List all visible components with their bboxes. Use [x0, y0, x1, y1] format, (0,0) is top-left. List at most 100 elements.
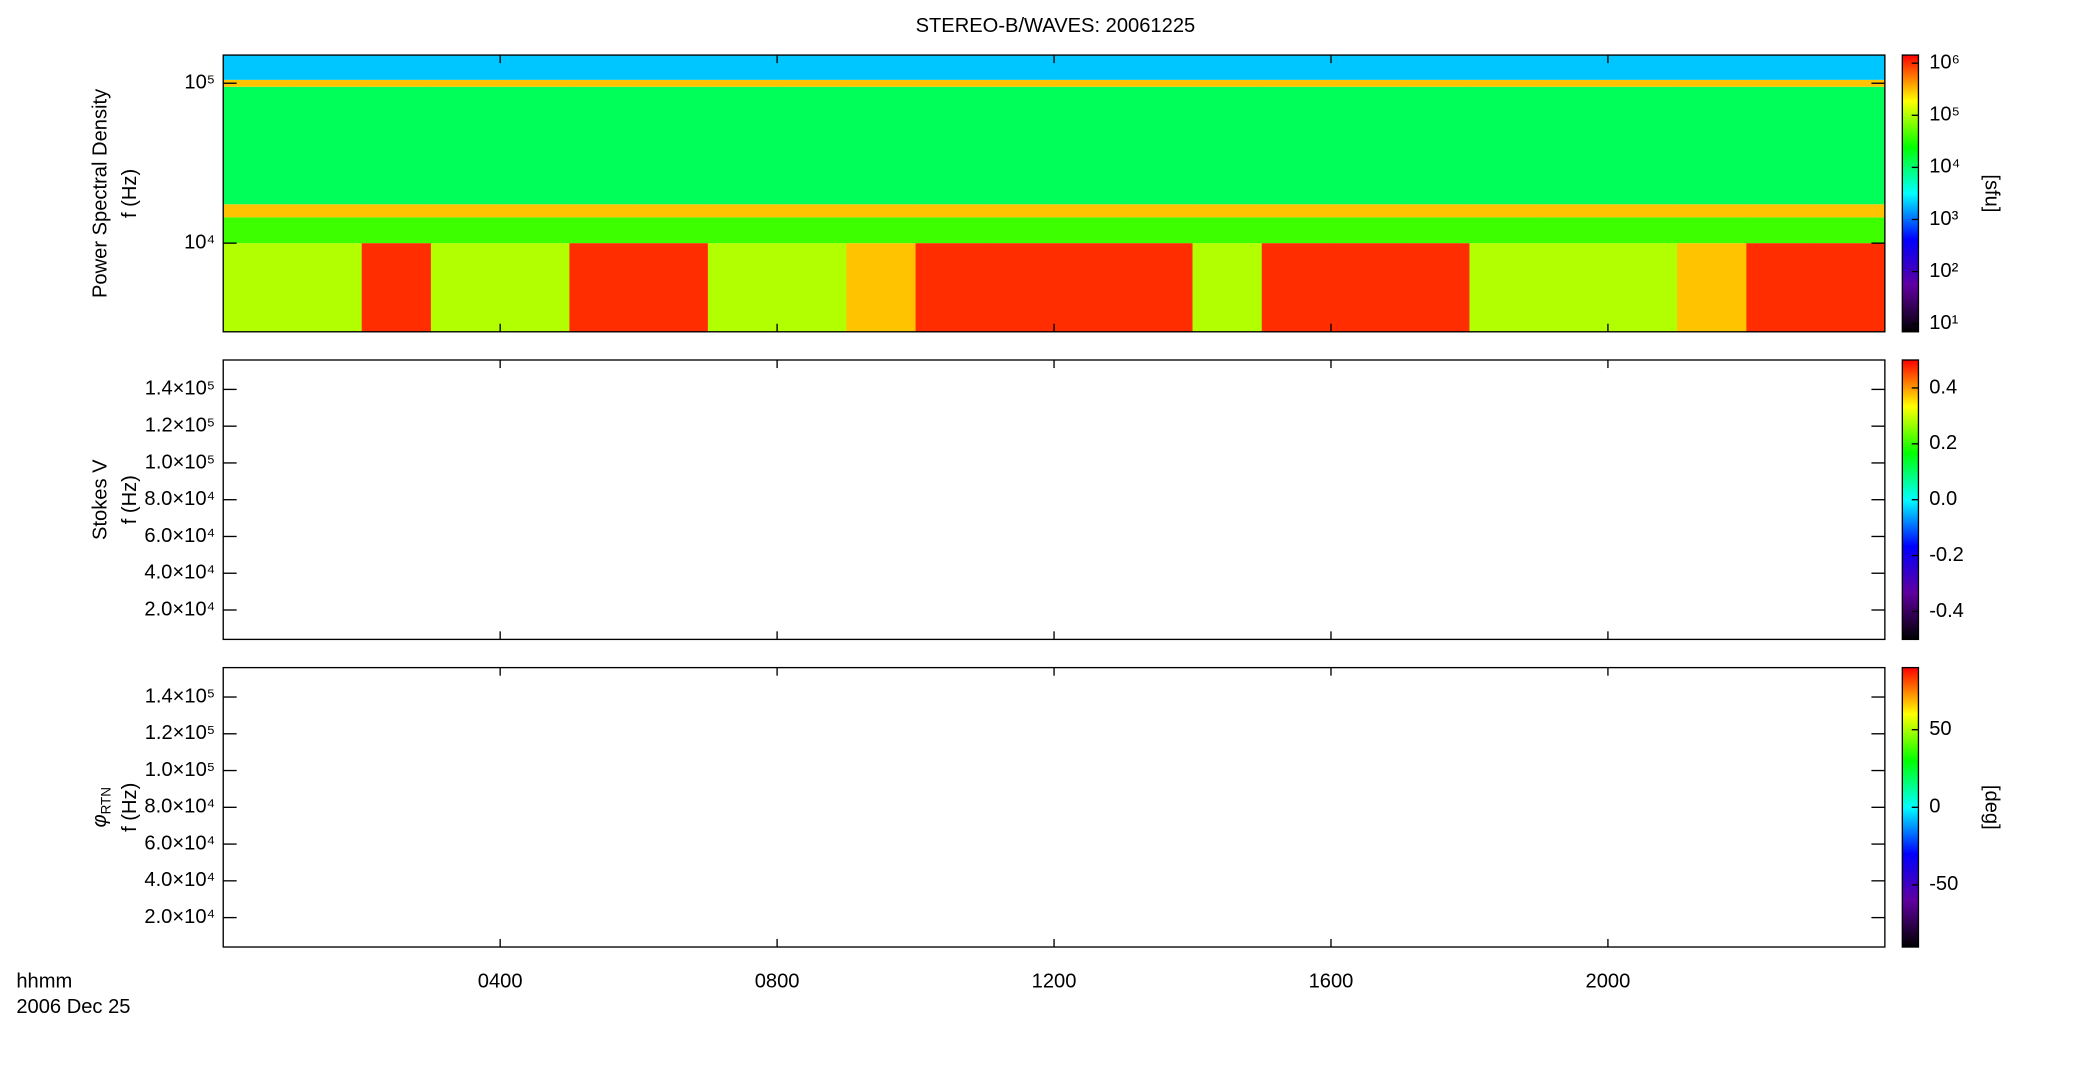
heatmap-cell — [1746, 204, 1817, 218]
heatmap-cell — [1261, 243, 1332, 332]
y-tick-label: 1.2×10⁵ — [145, 722, 215, 744]
heatmap-cell — [1054, 243, 1124, 332]
heatmap-cell — [1123, 86, 1193, 205]
heatmap-cell — [777, 217, 847, 244]
heatmap-cell — [1054, 55, 1124, 80]
heatmap-cell — [638, 243, 709, 332]
heatmap-cell — [1746, 243, 1817, 332]
colorbar-tick-label: 0.4 — [1929, 376, 1957, 398]
heatmap-cell — [1815, 204, 1886, 218]
y-tick-label: 2.0×10⁴ — [144, 598, 215, 620]
heatmap-cell — [1330, 217, 1401, 244]
heatmap-cell — [984, 86, 1055, 205]
y-tick-label: 2.0×10⁴ — [144, 906, 215, 928]
heatmap-cell — [1469, 79, 1540, 87]
heatmap-cell — [1607, 55, 1678, 80]
colorbar-tick-label: 50 — [1929, 718, 1951, 740]
colorbar-tick-label: 10¹ — [1929, 312, 1958, 334]
heatmap-cell — [1123, 79, 1193, 87]
x-tick-label: 0400 — [478, 970, 523, 992]
heatmap-cell — [1400, 55, 1470, 80]
heatmap-cell — [1054, 204, 1124, 218]
heatmap-cell — [1261, 79, 1332, 87]
colorbar-label: [sfu] — [1981, 174, 2003, 212]
colorbar-tick-label: 10⁵ — [1929, 104, 1960, 126]
heatmap-cell — [292, 79, 363, 87]
heatmap-cell — [638, 217, 709, 244]
heatmap-cell — [707, 55, 778, 80]
x-tick-label: 0800 — [755, 970, 800, 992]
heatmap-cell — [223, 204, 293, 218]
heatmap-cell — [361, 217, 432, 244]
heatmap-cell — [1123, 243, 1193, 332]
heatmap-cell — [1538, 243, 1609, 332]
heatmap-cell — [1400, 79, 1470, 87]
heatmap-cell — [1607, 204, 1678, 218]
colorbar-tick-label: 10³ — [1929, 208, 1958, 230]
y-axis-subscript: RTN — [98, 787, 113, 814]
heatmap-cell — [223, 86, 293, 205]
heatmap-cell — [777, 243, 847, 332]
y-tick-label: 1.4×10⁵ — [145, 378, 215, 400]
heatmap-cell — [915, 86, 986, 205]
colorbar-tick-label: 0.2 — [1929, 432, 1957, 454]
heatmap-cell — [915, 243, 986, 332]
heatmap-cell — [430, 79, 501, 87]
heatmap-cell — [1538, 55, 1609, 80]
heatmap-cell — [500, 204, 570, 218]
plot-frame — [222, 666, 1886, 948]
heatmap-cell — [638, 86, 709, 205]
y-tick-label: 4.0×10⁴ — [144, 562, 215, 584]
heatmap-cell — [638, 204, 709, 218]
heatmap-cell — [1192, 86, 1263, 205]
heatmap-cell — [1677, 217, 1747, 244]
heatmap-cell — [569, 79, 640, 87]
heatmap-cell — [500, 217, 570, 244]
heatmap-cell — [500, 86, 570, 205]
y-axis-label: f (Hz) — [119, 169, 141, 218]
heatmap-cell — [1330, 86, 1401, 205]
heatmap-cell — [430, 204, 501, 218]
heatmap-cell — [1261, 217, 1332, 244]
heatmap-cell — [638, 79, 709, 87]
heatmap-cell — [1746, 55, 1817, 80]
heatmap-cell — [1469, 204, 1540, 218]
heatmap-cell — [846, 55, 916, 80]
plot-frame — [222, 359, 1886, 641]
y-axis-label: φRTN — [89, 787, 113, 827]
x-axis-label: 2006 Dec 25 — [16, 996, 130, 1018]
heatmap-cell — [1123, 204, 1193, 218]
y-tick-label: 8.0×10⁴ — [144, 488, 215, 510]
heatmap-cell — [223, 243, 293, 332]
heatmap-cell — [292, 86, 363, 205]
y-tick-label: 8.0×10⁴ — [144, 796, 215, 818]
heatmap-cell — [777, 204, 847, 218]
heatmap-cell — [984, 55, 1055, 80]
heatmap-cell — [500, 55, 570, 80]
heatmap-cell — [1746, 217, 1817, 244]
heatmap-cell — [1261, 204, 1332, 218]
y-tick-label: 10⁵ — [184, 72, 215, 94]
heatmap-cell — [984, 204, 1055, 218]
heatmap-cell — [292, 55, 363, 80]
heatmap-cell — [777, 79, 847, 87]
colorbar-tick-label: -50 — [1929, 873, 1958, 895]
heatmap-cell — [1054, 79, 1124, 87]
heatmap-cell — [1261, 55, 1332, 80]
heatmap-cell — [1746, 79, 1817, 87]
colorbar-label: [deg] — [1981, 785, 2003, 830]
heatmap-cell — [569, 204, 640, 218]
heatmap-cell — [569, 243, 640, 332]
y-axis-label: Stokes V — [89, 459, 111, 540]
heatmap-cell — [430, 55, 501, 80]
heatmap-cell — [223, 55, 293, 80]
heatmap-cell — [1677, 243, 1747, 332]
y-axis-label: f (Hz) — [119, 475, 141, 524]
heatmap-cell — [915, 55, 986, 80]
heatmap-cell — [1123, 217, 1193, 244]
heatmap-cell — [361, 79, 432, 87]
heatmap-cell — [361, 204, 432, 218]
heatmap-cell — [846, 217, 916, 244]
heatmap-cell — [1677, 79, 1747, 87]
x-tick-label: 2000 — [1586, 970, 1631, 992]
